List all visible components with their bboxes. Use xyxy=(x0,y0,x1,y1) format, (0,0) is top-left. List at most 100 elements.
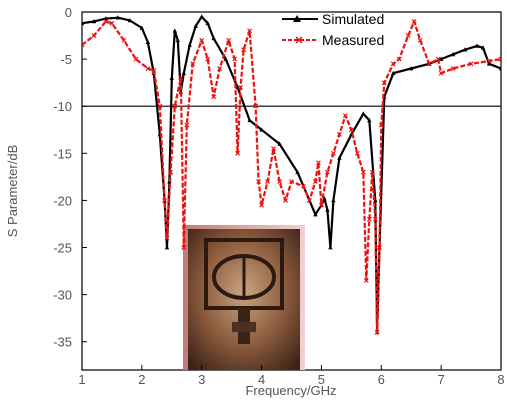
data-point-simulated xyxy=(450,51,456,57)
data-point-simulated xyxy=(498,66,501,71)
data-point-measured xyxy=(277,179,282,185)
data-point-measured xyxy=(190,61,196,67)
data-point-measured xyxy=(316,160,321,166)
data-point-simulated xyxy=(175,37,180,43)
x-tick-label: 7 xyxy=(438,372,445,387)
data-point-simulated xyxy=(409,66,414,71)
data-point-measured xyxy=(486,58,492,64)
x-tick-label: 4 xyxy=(258,372,265,387)
data-point-simulated xyxy=(205,20,210,26)
data-point-measured xyxy=(348,127,354,133)
data-point-measured xyxy=(378,122,384,128)
data-point-simulated xyxy=(373,197,378,203)
data-point-measured xyxy=(205,56,211,62)
data-point-simulated xyxy=(462,47,468,52)
data-point-measured xyxy=(178,75,184,81)
data-point-simulated xyxy=(127,17,133,23)
data-point-measured xyxy=(271,146,276,152)
data-point-simulated xyxy=(103,16,109,21)
y-tick-label: -35 xyxy=(53,335,72,350)
data-point-measured xyxy=(374,329,380,335)
data-point-simulated xyxy=(247,117,252,123)
data-point-measured xyxy=(157,103,163,109)
legend-measured-marker xyxy=(295,36,303,44)
data-point-measured xyxy=(121,37,127,43)
x-axis-label: Frequency/GHz xyxy=(245,383,336,398)
x-tick-label: 6 xyxy=(378,372,385,387)
data-point-measured xyxy=(259,202,264,208)
data-point-measured xyxy=(283,197,288,203)
y-tick-label: -30 xyxy=(53,288,72,303)
data-point-measured xyxy=(313,179,318,185)
data-point-simulated xyxy=(164,245,170,250)
data-point-measured xyxy=(336,132,342,137)
data-point-measured xyxy=(396,56,402,62)
legend-simulated-label: Simulated xyxy=(322,11,384,27)
data-point-simulated xyxy=(325,207,330,212)
data-point-measured xyxy=(247,28,253,34)
data-point-measured xyxy=(438,70,444,76)
data-point-measured xyxy=(109,20,115,26)
data-point-measured xyxy=(82,42,85,48)
data-point-measured xyxy=(253,103,259,109)
data-point-measured xyxy=(184,122,190,128)
data-point-measured xyxy=(468,61,474,67)
y-tick-label: -10 xyxy=(53,99,72,114)
data-point-simulated xyxy=(211,35,216,41)
data-point-simulated xyxy=(337,155,342,160)
data-point-simulated xyxy=(193,23,198,28)
data-point-simulated xyxy=(474,43,480,48)
data-point-measured xyxy=(369,169,375,175)
data-point-simulated xyxy=(391,70,396,76)
data-point-simulated xyxy=(486,61,492,66)
data-point-measured xyxy=(366,216,372,222)
data-point-measured xyxy=(103,18,109,24)
x-tick-label: 3 xyxy=(198,372,205,387)
y-tick-label: -15 xyxy=(53,146,72,161)
data-point-simulated xyxy=(187,42,192,47)
y-axis-label: S Parameter/dB xyxy=(5,145,20,238)
x-tick-label: 8 xyxy=(497,372,504,387)
data-point-measured xyxy=(372,216,378,222)
data-point-simulated xyxy=(328,245,333,250)
data-point-measured xyxy=(435,56,441,62)
data-point-measured xyxy=(164,235,170,241)
data-point-measured xyxy=(232,56,238,62)
legend-simulated-marker xyxy=(293,15,301,22)
y-tick-label: -25 xyxy=(53,241,72,256)
data-point-simulated xyxy=(331,197,336,203)
data-point-measured xyxy=(390,61,396,67)
data-point-simulated xyxy=(115,15,121,20)
data-point-measured xyxy=(498,56,501,62)
data-point-simulated xyxy=(172,28,177,33)
data-point-measured xyxy=(342,113,348,119)
data-point-simulated xyxy=(259,127,264,132)
data-point-simulated xyxy=(295,169,300,174)
data-point-measured xyxy=(211,94,217,100)
data-point-simulated xyxy=(438,56,444,61)
data-point-measured xyxy=(162,197,168,203)
data-point-measured xyxy=(330,150,336,156)
data-point-measured xyxy=(405,33,411,38)
data-point-measured xyxy=(145,66,151,71)
data-point-measured xyxy=(411,18,417,24)
axis-layer: 1 2 3 4 5 6 7 8 0 -5 -10 -15 -20 -25 -30 -35 xyxy=(53,5,504,387)
data-point-simulated xyxy=(235,84,240,90)
series-layer xyxy=(82,14,501,335)
data-point-simulated xyxy=(361,111,366,116)
data-point-simulated xyxy=(322,196,327,201)
antenna-photo-inset xyxy=(183,225,305,370)
data-point-measured xyxy=(256,179,262,185)
data-point-measured xyxy=(377,245,382,250)
data-point-simulated xyxy=(313,212,318,217)
data-point-measured xyxy=(426,61,432,67)
data-point-measured xyxy=(181,245,187,250)
data-point-measured xyxy=(363,278,369,283)
data-point-measured xyxy=(91,33,97,38)
data-point-measured xyxy=(217,66,223,71)
data-point-measured xyxy=(289,179,294,185)
data-point-measured xyxy=(450,66,456,71)
data-point-measured xyxy=(226,37,232,43)
data-point-measured xyxy=(417,37,423,43)
